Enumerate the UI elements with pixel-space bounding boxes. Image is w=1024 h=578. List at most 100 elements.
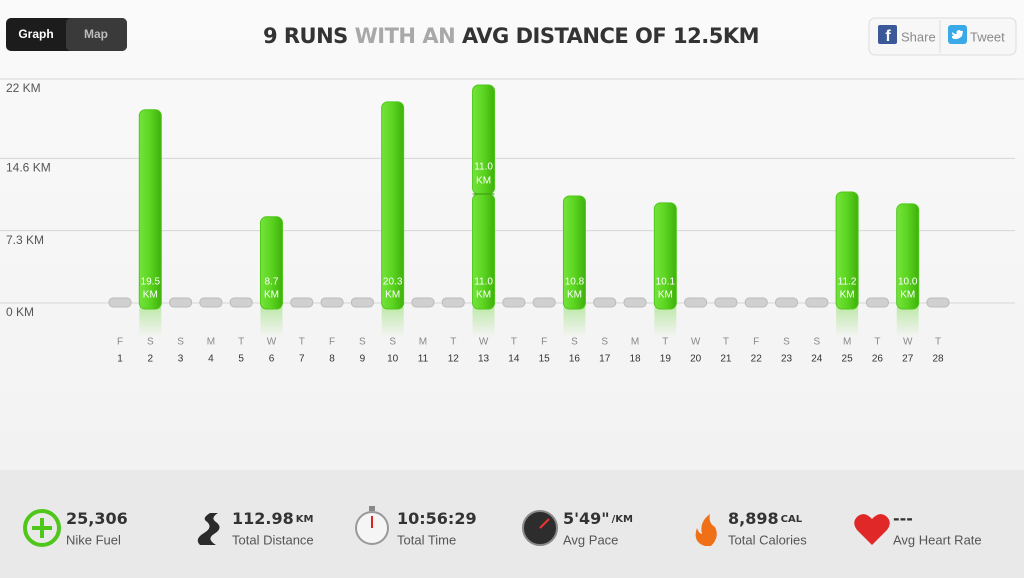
x-tick-label: 1 [117,354,123,365]
chart: 0 KM 7.3 KM 14.6 KM 22 KM F 1 S 2 S 3 M 4 T 5 W 6 T 7 F 8 S 9… [0,78,1015,365]
weekday-label: M [207,337,215,348]
stats: 25,306 Nike Fuel 112.98 KM Total Distance 10:… [66,509,982,548]
bar-unit-label: KM [476,176,491,187]
facebook-glyph: f [885,28,891,45]
weekday-label: M [631,337,639,348]
stat-label: Nike Fuel [66,532,121,547]
bar-value-label: 8.7 [265,277,279,288]
bar [138,109,162,310]
empty-day-pill [320,297,344,308]
share-box: f Share Tweet [868,17,1017,56]
weekday-label: T [662,337,668,348]
weekday-label: W [903,337,913,348]
weekday-label: S [177,337,184,348]
time-crown [369,506,375,511]
x-tick-label: 3 [178,354,184,365]
bar-value-label: 10.8 [565,277,585,288]
share-button[interactable]: Share [901,29,936,44]
x-tick-label: 19 [660,354,672,365]
x-tick-label: 23 [781,354,793,365]
stat-value: 10:56:29 [397,509,477,528]
bar-reflection [654,307,677,337]
empty-day-pill [775,297,799,308]
bar-value-label: 11.0 [474,277,493,288]
weekday-label: W [479,337,489,348]
empty-day-pill [744,297,768,308]
weekday-label: W [691,337,701,348]
weekday-label: M [419,337,427,348]
bar-reflection [139,307,162,337]
stat-value: 5'49"/KM [563,509,633,528]
bar-value-label: 10.1 [656,277,676,288]
bar-unit-label: KM [900,290,915,301]
bar [835,191,859,310]
bar-unit-label: KM [143,290,158,301]
view-tabs: Graph Map [6,18,127,51]
bar-value-label: 10.0 [898,277,918,288]
bar [259,216,283,310]
bar-reflection [260,307,283,337]
y-tick-label: 14.6 KM [6,160,51,174]
empty-day-pill [441,297,465,308]
weekday-label: T [511,337,517,348]
y-tick-label: 22 KM [6,81,41,95]
bar-reflection [896,307,919,337]
stat-label: Total Time [397,532,456,547]
weekday-label: F [753,337,759,348]
weekday-label: T [238,337,244,348]
bar [896,203,920,310]
empty-day-pill [532,297,556,308]
stat-unit: KM [296,514,314,525]
x-tick-label: 25 [842,354,854,365]
twitter-glyph [952,30,963,40]
x-tick-label: 28 [932,354,944,365]
bar-reflection [836,307,859,337]
stat-number: 8,898 [728,509,779,528]
x-tick-label: 18 [629,354,641,365]
bar-unit-label: KM [476,290,491,301]
stat-number: 5'49" [563,509,610,528]
x-tick-label: 2 [148,354,154,365]
bar [381,101,405,310]
stat-number: --- [893,509,913,528]
y-tick-label: 7.3 KM [6,233,44,247]
stat-value: 8,898 CAL [728,509,803,528]
empty-day-pill [169,297,193,308]
stat-unit: /KM [612,514,633,525]
x-tick-label: 4 [208,354,214,365]
x-tick-label: 27 [902,354,914,365]
x-tick-label: 12 [448,354,460,365]
empty-day-pill [502,297,526,308]
empty-day-pill [350,297,374,308]
x-tick-label: 6 [269,354,275,365]
bar-reflection [472,307,495,337]
weekday-label: F [117,337,123,348]
weekday-label: W [267,337,277,348]
x-tick-label: 15 [539,354,551,365]
stat-unit: CAL [781,514,803,525]
bar-unit-label: KM [567,290,582,301]
x-tick-label: 7 [299,354,305,365]
bar-unit-label: KM [840,290,855,301]
weekday-label: F [329,337,335,348]
tab-map[interactable]: Map [84,27,108,41]
bar [562,195,586,310]
tab-map-bg[interactable] [66,18,127,51]
bar-reflection [381,307,404,337]
x-tick-label: 16 [569,354,581,365]
tab-graph[interactable]: Graph [18,27,53,41]
facebook-icon[interactable] [878,25,897,44]
weekday-label: S [601,337,608,348]
x-tick-label: 8 [329,354,335,365]
share-frame [868,17,1017,56]
fuel-icon [23,509,61,547]
weekday-label: T [874,337,880,348]
weekday-label: S [571,337,578,348]
x-tick-label: 22 [751,354,763,365]
tweet-button[interactable]: Tweet [970,29,1005,44]
weekday-label: T [935,337,941,348]
weekday-label: S [783,337,790,348]
bar-unit-label: KM [658,290,673,301]
stats-strip [0,470,1024,578]
headline: 9 RUNS WITH AN AVG DISTANCE OF 12.5KM [263,24,759,48]
